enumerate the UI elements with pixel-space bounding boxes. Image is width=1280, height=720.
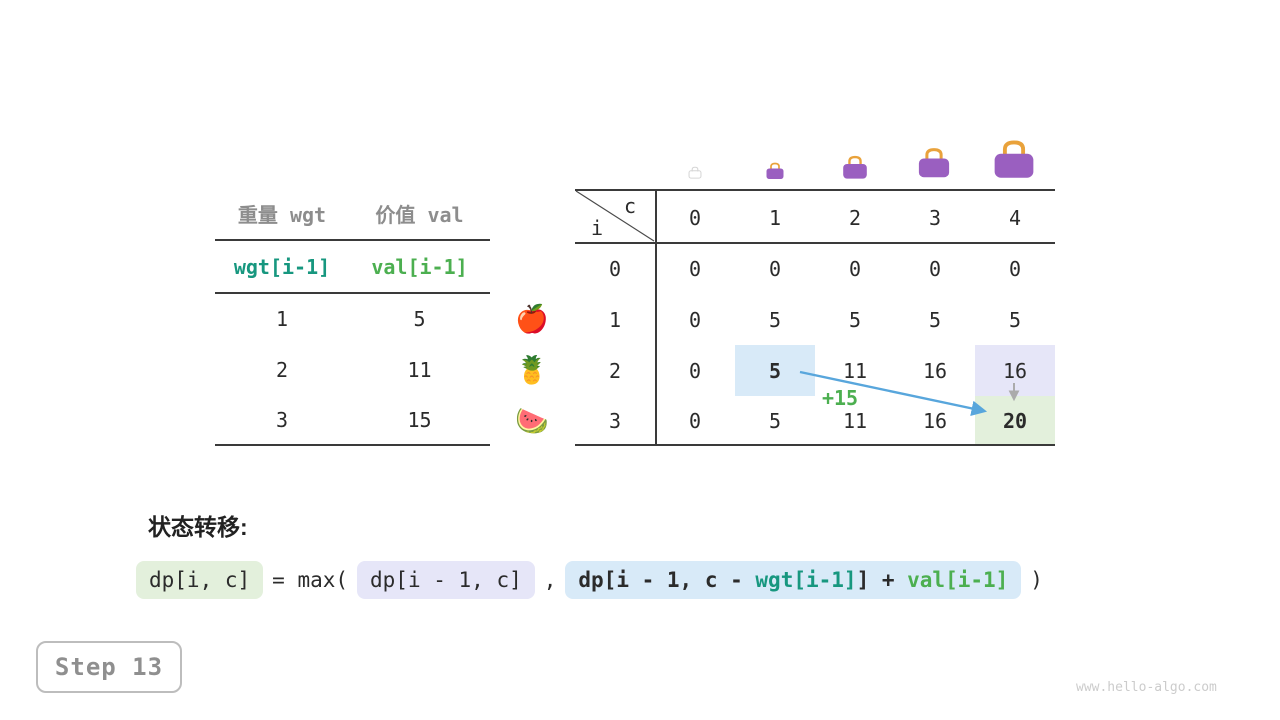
- formula-operator: = max(: [272, 568, 349, 592]
- state-transition-formula: dp[i, c] = max( dp[i - 1, c] , dp[i - 1,…: [136, 560, 1043, 600]
- formula-arg2-prefix: dp[i - 1, c -: [578, 568, 756, 592]
- dp-cell: 0: [688, 408, 702, 433]
- items-row-value: 11: [407, 357, 432, 382]
- dp-cell-source: 5: [768, 358, 782, 383]
- watermelon-icon: 🍉: [515, 406, 549, 437]
- dp-cell-highlight-result: [975, 396, 1055, 445]
- dp-cell: 5: [1008, 308, 1022, 332]
- dp-cell: 5: [928, 308, 942, 332]
- dp-col-header: 1: [768, 206, 782, 230]
- bag-icon-capacity-2: [843, 155, 867, 179]
- dp-table-header-divider: [575, 242, 1055, 244]
- dp-col-header: 3: [928, 206, 942, 230]
- formula-arg2-wgt: wgt[i-1]: [755, 568, 857, 592]
- formula-arg2-chip: dp[i - 1, c - wgt[i-1]] + val[i-1]: [565, 561, 1022, 599]
- dp-cell: 0: [848, 257, 862, 281]
- dp-cell: 11: [842, 408, 868, 433]
- items-formula-wgt: wgt[i-1]: [233, 254, 331, 279]
- dp-corner-row-label: i: [590, 216, 604, 240]
- bag-icon-capacity-0: [688, 166, 702, 179]
- items-table-divider-bottom: [215, 444, 490, 446]
- dp-table-border-bottom: [575, 444, 1055, 446]
- dp-row-label: 1: [608, 308, 622, 332]
- dp-col-header: 2: [848, 206, 862, 230]
- watermark: www.hello-algo.com: [1076, 680, 1217, 695]
- dp-cell: 0: [928, 257, 942, 281]
- items-header-weight: 重量 wgt: [237, 202, 327, 227]
- formula-arg1-chip: dp[i - 1, c]: [357, 561, 535, 599]
- items-row-weight: 3: [275, 408, 289, 432]
- dp-cell-result: 20: [1002, 408, 1028, 433]
- items-row-weight: 2: [275, 357, 289, 382]
- dp-row-label: 2: [608, 358, 622, 383]
- bag-icon-capacity-3: [918, 148, 950, 178]
- step-badge: Step 13: [36, 641, 182, 693]
- items-table-divider-mid: [215, 292, 490, 294]
- dp-cell: 5: [768, 308, 782, 332]
- dp-cell-highlight-above: [975, 345, 1055, 396]
- items-row-value: 15: [407, 408, 432, 432]
- dp-cell: 0: [768, 257, 782, 281]
- dp-corner-col-label: c: [623, 194, 637, 218]
- formula-arg2-val: val[i-1]: [907, 568, 1009, 592]
- dp-table-border-top: [575, 189, 1055, 191]
- dp-col-header: 0: [688, 206, 702, 230]
- bag-icon-capacity-1: [766, 162, 784, 179]
- dp-cell: 16: [922, 358, 948, 383]
- state-transition-label: 状态转移:: [148, 514, 248, 540]
- dp-row-label: 3: [608, 408, 622, 433]
- dp-col-header: 4: [1008, 206, 1022, 230]
- dp-cell-above: 16: [1002, 358, 1028, 383]
- items-row-value: 5: [413, 306, 426, 331]
- items-row-weight: 1: [275, 306, 289, 331]
- items-table-divider-top: [215, 239, 490, 241]
- dp-cell: 5: [768, 408, 782, 433]
- bag-icon-capacity-4: [994, 140, 1034, 178]
- transfer-gain-label: +15: [821, 386, 859, 410]
- dp-cell: 0: [688, 308, 702, 332]
- items-formula-val: val[i-1]: [371, 254, 468, 279]
- dp-cell: 5: [848, 308, 862, 332]
- dp-cell: 16: [922, 408, 948, 433]
- dp-cell: 0: [688, 358, 702, 383]
- apple-icon: 🍎: [515, 304, 549, 335]
- dp-cell: 0: [1008, 257, 1022, 281]
- dp-row-label: 0: [608, 257, 622, 281]
- formula-close-paren: ): [1030, 568, 1043, 592]
- dp-cell: 0: [688, 257, 702, 281]
- dp-table-label-divider: [655, 189, 657, 445]
- formula-arg2-mid: ] +: [856, 568, 908, 592]
- pineapple-icon: 🍍: [515, 355, 549, 386]
- formula-lhs-chip: dp[i, c]: [136, 561, 264, 599]
- formula-separator: ,: [543, 568, 557, 592]
- items-header-value: 价值 val: [375, 202, 464, 227]
